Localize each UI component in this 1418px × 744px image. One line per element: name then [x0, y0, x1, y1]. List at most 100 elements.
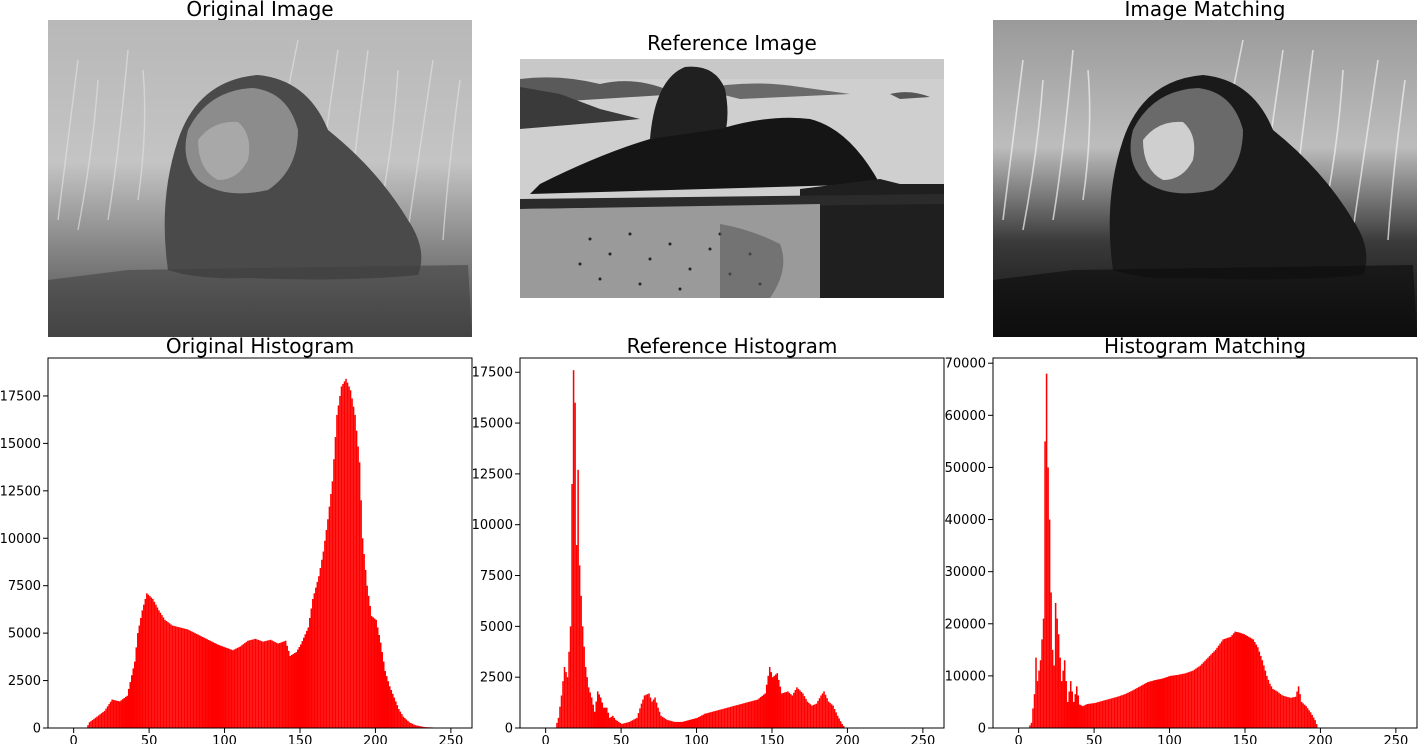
histogram-bar: [191, 631, 193, 728]
histogram-bar: [589, 692, 591, 728]
histogram-bar: [1059, 657, 1061, 728]
histogram-bar: [337, 405, 340, 728]
histogram-bar: [304, 634, 307, 728]
histogram-bar: [1119, 695, 1122, 728]
histogram-bar: [1085, 704, 1087, 728]
histogram-bar: [610, 716, 613, 728]
histogram-bar: [782, 692, 785, 728]
histogram-bar: [580, 595, 582, 728]
y-tick-label: 5000: [480, 620, 513, 635]
histogram-bar: [200, 636, 202, 728]
histogram-bar: [349, 390, 352, 728]
histogram-bar: [669, 720, 671, 728]
histogram-bar: [839, 721, 842, 728]
histogram-bar: [657, 707, 659, 728]
histogram-bar: [1303, 704, 1306, 728]
histogram-bar: [114, 700, 116, 728]
y-tick-label: 17500: [0, 389, 41, 404]
histogram-bar: [1211, 652, 1214, 728]
histogram-bar: [577, 469, 579, 728]
histogram-bar: [370, 616, 373, 728]
histogram-bar: [420, 726, 423, 728]
histogram-bar: [159, 612, 162, 728]
histogram-bar: [613, 717, 616, 728]
histogram-bar: [417, 725, 420, 728]
histogram-bar: [1100, 701, 1102, 728]
histogram-bar: [312, 598, 314, 728]
histogram-bar: [639, 708, 641, 728]
histogram-bar: [1210, 654, 1212, 728]
histogram-bar: [419, 726, 421, 728]
histogram-bar: [711, 711, 714, 728]
histogram-bar: [263, 641, 266, 728]
histogram-bar: [318, 576, 320, 728]
histogram-bar: [327, 519, 329, 728]
histogram-bar: [1151, 680, 1153, 728]
histogram-bar: [758, 698, 760, 728]
histogram-bar: [571, 484, 573, 728]
histogram-bar: [1089, 703, 1092, 728]
histogram-bar: [1225, 638, 1227, 728]
histogram-bar: [90, 721, 92, 728]
histogram-bar: [1284, 696, 1286, 728]
histogram-bar: [692, 719, 694, 728]
histogram-bar: [144, 598, 147, 728]
histogram-bar: [1285, 696, 1288, 728]
histogram-bar: [684, 721, 687, 728]
histogram-bar: [1261, 660, 1264, 728]
histogram-bar: [306, 630, 308, 728]
histogram-bar: [826, 698, 828, 728]
histogram-bar: [303, 637, 305, 728]
histogram-bar: [1220, 641, 1223, 728]
histogram-bar: [1187, 672, 1190, 728]
histogram-bar: [1033, 694, 1036, 728]
histogram-bar: [147, 594, 150, 728]
histogram-bar: [803, 696, 806, 728]
histogram-bar: [149, 596, 151, 728]
histogram-bar: [1091, 703, 1093, 728]
histogram-bar: [572, 370, 575, 728]
histogram-bar: [352, 406, 355, 728]
histogram-bar: [283, 641, 285, 728]
histogram-bar: [275, 642, 278, 728]
histogram-bar: [731, 706, 733, 728]
y-tick-label: 0: [978, 722, 986, 737]
x-tick-label: 50: [1086, 734, 1103, 744]
histogram-bar: [557, 717, 560, 728]
histogram-bar: [690, 719, 693, 728]
histogram-bar: [1223, 638, 1226, 728]
histogram-bar: [266, 640, 269, 728]
histogram-bar: [372, 617, 374, 728]
y-tick-label: 5000: [8, 627, 41, 642]
histogram-bar: [289, 655, 291, 728]
histogram-bar: [609, 717, 611, 728]
histogram-bar: [1054, 602, 1057, 728]
y-tick-label: 30000: [945, 565, 986, 580]
y-tick-label: 12500: [0, 484, 41, 499]
histogram-bar: [1171, 675, 1173, 728]
histogram-bar: [313, 593, 316, 728]
histogram-bar: [106, 706, 109, 728]
y-tick-label: 12500: [472, 467, 513, 482]
histogram-bar: [375, 619, 377, 728]
histogram-bar: [1208, 656, 1211, 728]
histogram-bar: [838, 718, 840, 728]
histogram-bar: [1214, 649, 1217, 728]
histogram-bar: [815, 703, 818, 728]
histogram-bar: [156, 607, 159, 728]
histogram-bar: [1030, 722, 1033, 728]
histogram-bar: [563, 667, 566, 728]
histogram-bar: [821, 693, 824, 728]
histogram-bar: [827, 701, 830, 728]
histogram-bar: [1216, 647, 1218, 728]
histogram-bar: [260, 641, 263, 728]
histogram-bar: [790, 694, 792, 728]
histogram-bar: [566, 677, 569, 728]
histogram-bar: [784, 692, 786, 728]
histogram-bar: [1309, 712, 1312, 728]
histogram-bar: [562, 681, 564, 728]
histogram-bar: [719, 709, 721, 728]
histogram-bar: [642, 699, 644, 728]
histogram-bar: [244, 642, 246, 728]
